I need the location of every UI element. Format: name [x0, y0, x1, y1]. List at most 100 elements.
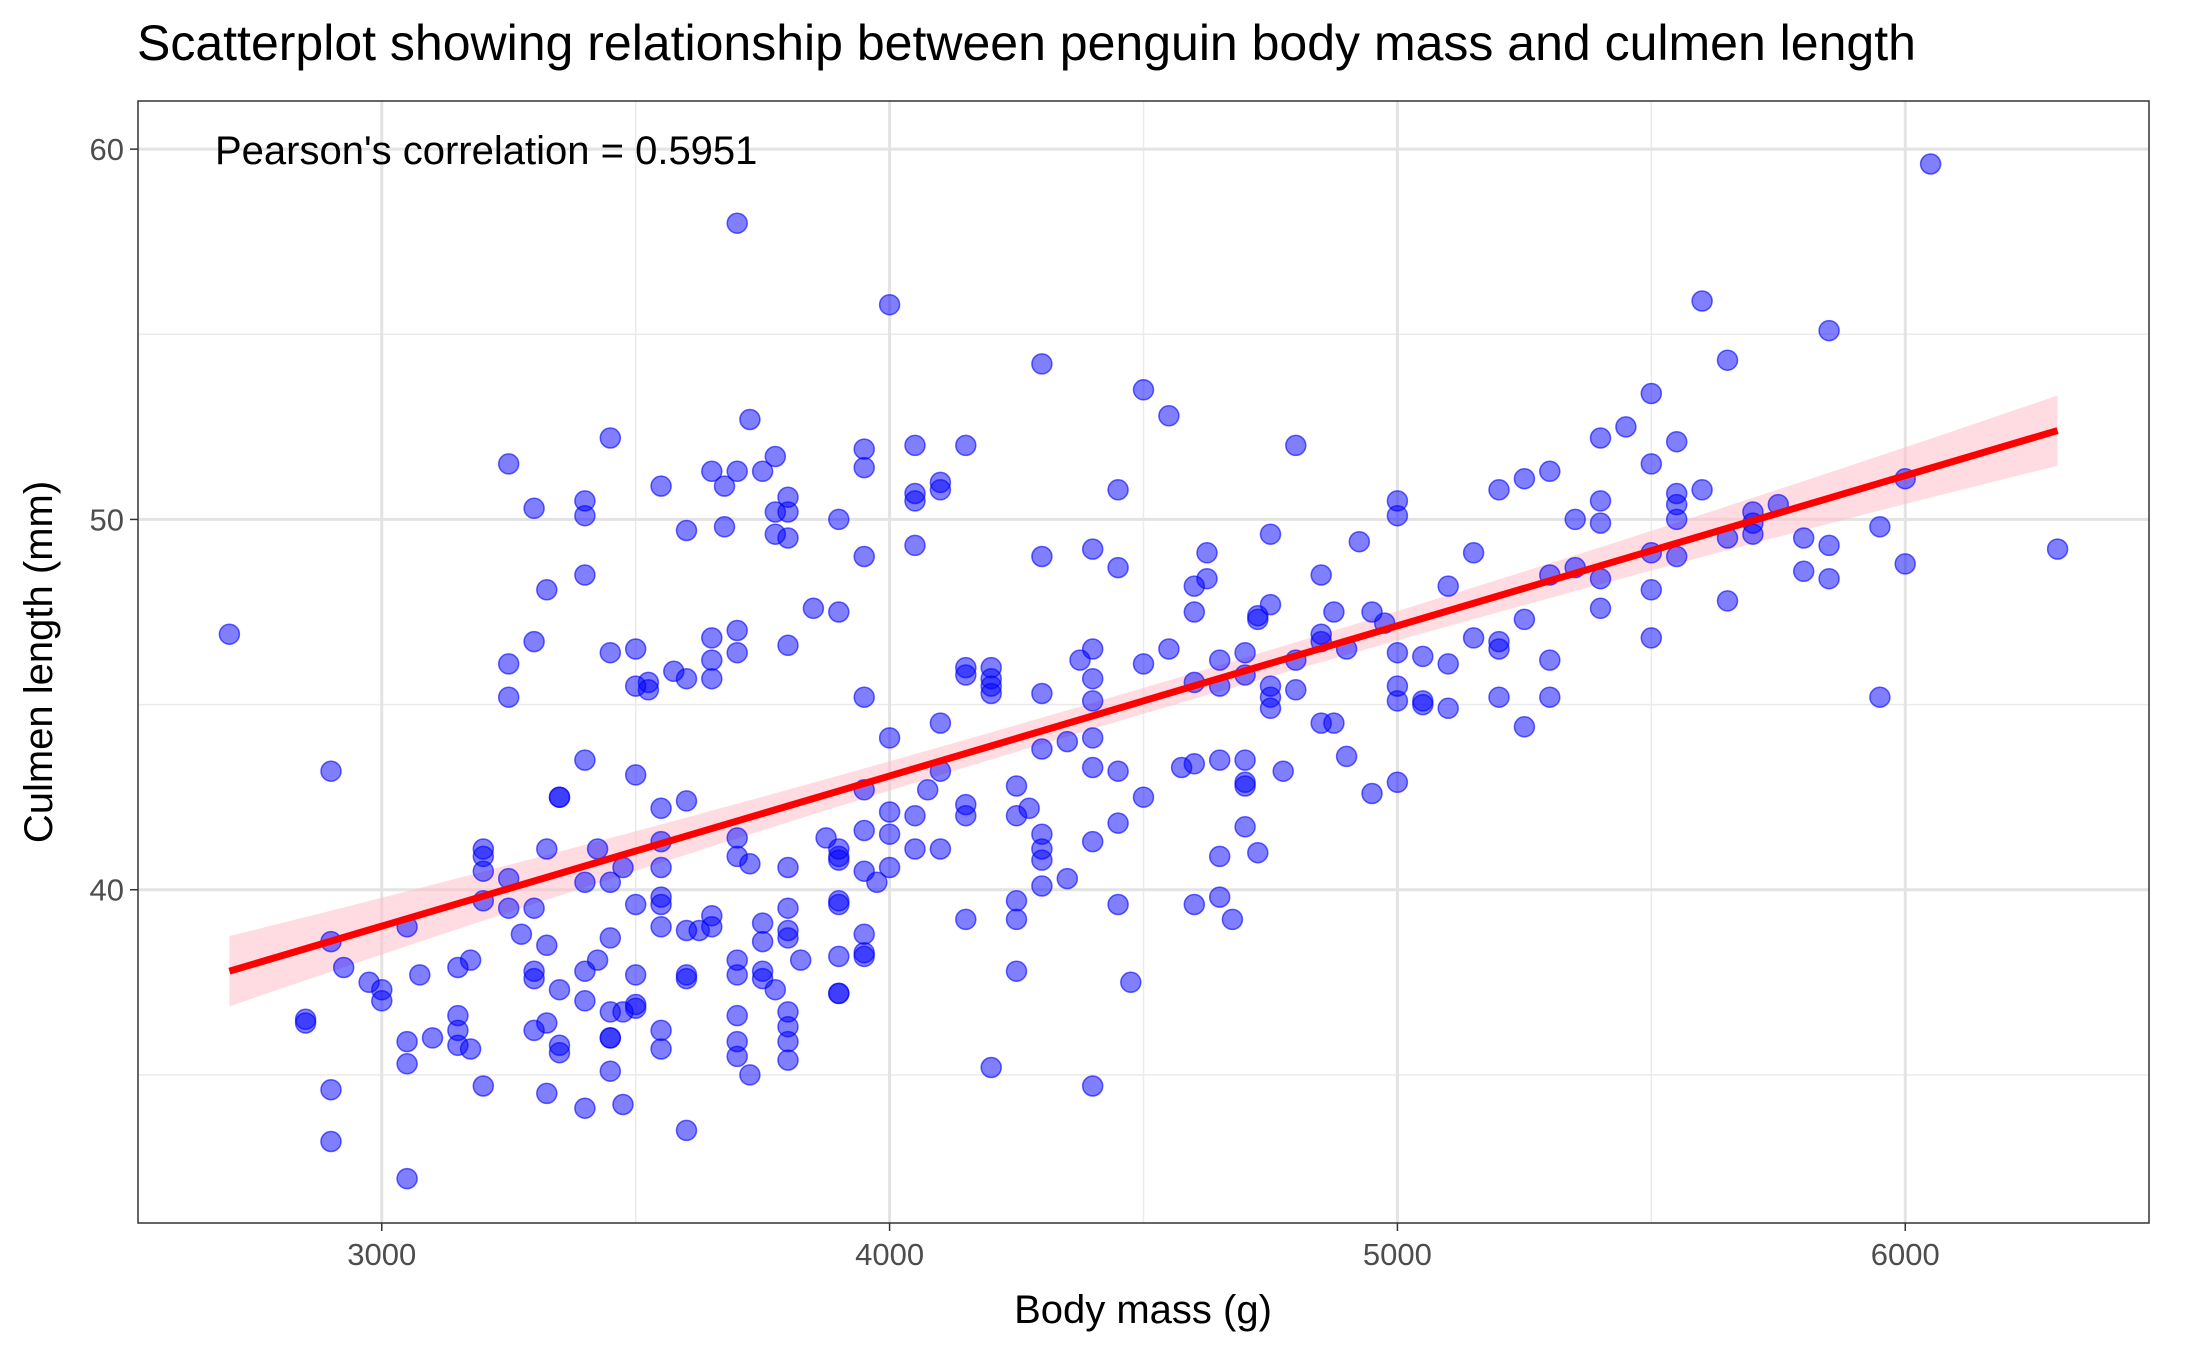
- data-point: [853, 819, 875, 842]
- data-point: [548, 1041, 571, 1064]
- data-point: [1742, 523, 1764, 545]
- data-point: [1031, 682, 1053, 705]
- data-point: [701, 627, 723, 649]
- data-point: [853, 923, 875, 945]
- data-point: [523, 967, 545, 990]
- data-point: [955, 804, 977, 827]
- data-point: [497, 653, 520, 675]
- data-point: [904, 434, 926, 457]
- y-axis-ticks: 40 50 60: [90, 132, 138, 908]
- data-point: [1564, 508, 1586, 531]
- data-point: [1285, 679, 1307, 701]
- data-point: [777, 527, 799, 549]
- data-point: [1285, 434, 1307, 457]
- data-point: [599, 1060, 622, 1082]
- data-point: [1031, 875, 1053, 897]
- data-point: [802, 597, 825, 620]
- data-point: [1234, 641, 1256, 664]
- data-point: [1056, 867, 1079, 890]
- data-point: [828, 508, 850, 531]
- data-point: [320, 1130, 342, 1153]
- data-point: [1437, 653, 1459, 675]
- data-point: [1081, 1075, 1104, 1097]
- data-point: [497, 686, 520, 708]
- data-point: [878, 727, 901, 749]
- data-point: [878, 801, 901, 823]
- data-point: [701, 460, 723, 483]
- data-point: [624, 638, 647, 660]
- data-point: [523, 897, 545, 919]
- data-point: [1513, 608, 1536, 631]
- data-point: [777, 856, 799, 879]
- data-point: [1081, 830, 1104, 853]
- data-point: [1208, 749, 1231, 771]
- data-point: [1691, 479, 1713, 501]
- data-point: [1665, 545, 1688, 568]
- data-point: [1589, 490, 1612, 512]
- data-point: [1208, 845, 1231, 868]
- data-point: [1462, 627, 1485, 649]
- y-tick-label: 40: [90, 873, 124, 908]
- data-point: [1081, 638, 1104, 660]
- data-point: [396, 1167, 418, 1190]
- data-point: [1081, 756, 1104, 779]
- data-point: [1158, 638, 1180, 660]
- data-point: [929, 838, 952, 860]
- chart-title: Scatterplot showing relationship between…: [137, 15, 1916, 71]
- data-point: [624, 964, 647, 986]
- data-point: [1894, 553, 1916, 575]
- data-point: [739, 408, 761, 431]
- plot-panel-border: [137, 100, 2150, 1224]
- data-point: [1386, 690, 1409, 712]
- data-point: [586, 838, 609, 860]
- data-point: [789, 949, 812, 971]
- data-point: [650, 1019, 672, 1042]
- x-tick-label: 6000: [1871, 1237, 1940, 1272]
- data-point: [1869, 516, 1891, 538]
- data-point: [574, 504, 596, 527]
- data-point: [612, 1093, 634, 1116]
- data-point: [371, 990, 393, 1012]
- data-point: [1132, 653, 1155, 675]
- data-point: [1132, 379, 1155, 401]
- data-point: [828, 982, 850, 1005]
- data-point: [1716, 349, 1739, 371]
- data-point: [1018, 797, 1040, 820]
- data-point: [853, 545, 875, 568]
- data-point: [1348, 530, 1371, 553]
- data-point: [1589, 512, 1612, 534]
- data-point: [675, 1119, 698, 1142]
- data-point: [1665, 508, 1688, 531]
- data-point: [1031, 545, 1053, 568]
- data-point: [1323, 712, 1345, 734]
- data-point: [1665, 430, 1688, 453]
- data-point: [726, 1004, 748, 1027]
- data-point: [1792, 527, 1815, 549]
- data-point: [1081, 727, 1104, 749]
- data-point: [764, 978, 787, 1001]
- data-point: [1640, 579, 1663, 601]
- data-point: [574, 749, 596, 771]
- data-point: [1310, 564, 1332, 586]
- correlation-annotation: Pearson's correlation = 0.5951: [215, 129, 757, 173]
- data-point: [1335, 745, 1358, 768]
- data-point: [1691, 290, 1713, 312]
- data-points: [218, 153, 2069, 1190]
- data-point: [675, 790, 698, 812]
- data-point: [751, 930, 774, 953]
- data-point: [853, 945, 875, 968]
- data-point: [828, 849, 850, 871]
- data-point: [701, 667, 723, 690]
- data-point: [1437, 697, 1459, 720]
- data-point: [624, 893, 647, 916]
- data-point: [1539, 460, 1561, 483]
- data-point: [1081, 690, 1104, 712]
- data-point: [726, 827, 748, 849]
- data-point: [1716, 590, 1739, 612]
- data-point: [1208, 886, 1231, 908]
- data-point: [1158, 405, 1180, 427]
- data-point: [777, 1030, 799, 1053]
- data-point: [599, 427, 622, 449]
- data-point: [1437, 575, 1459, 597]
